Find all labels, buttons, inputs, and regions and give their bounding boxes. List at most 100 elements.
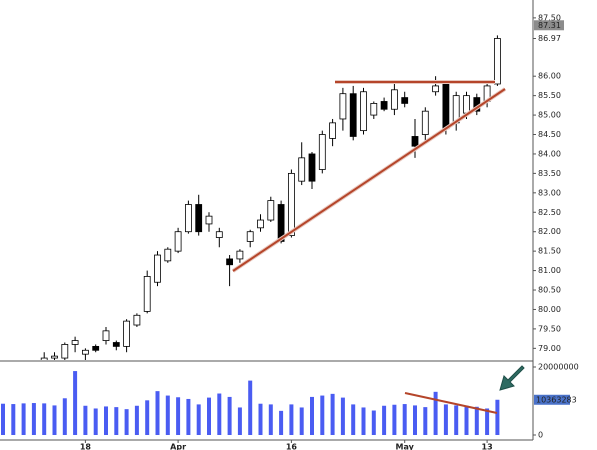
- candle-body: [380, 101, 388, 110]
- candle-body: [493, 38, 501, 85]
- x-tick-label: May: [396, 443, 415, 450]
- volume-bar: [1, 403, 5, 435]
- volume-marker-label: 10363283: [536, 395, 577, 404]
- volume-bar: [11, 404, 16, 435]
- candle-body: [10, 368, 16, 372]
- volume-bar: [52, 405, 57, 435]
- volume-bar: [134, 405, 139, 435]
- candle-body: [143, 276, 151, 312]
- candle-body: [112, 342, 120, 347]
- candle-body: [411, 136, 419, 147]
- y-tick-label: 0: [538, 431, 543, 440]
- candle-body: [226, 258, 234, 266]
- y-tick-label: 85.50: [538, 91, 561, 100]
- volume-bar: [42, 403, 47, 435]
- y-tick-label: 85.00: [538, 111, 561, 120]
- y-tick-label: 86.00: [538, 72, 561, 81]
- candle-body: [51, 355, 58, 359]
- volume-bar: [83, 405, 88, 435]
- price-panel: [0, 35, 501, 376]
- y-tick-label: 86.97: [538, 34, 561, 43]
- volume-bar: [124, 409, 129, 435]
- volume-bar: [423, 407, 428, 435]
- candle-body: [123, 320, 130, 347]
- candle-body: [61, 344, 69, 359]
- volume-bar: [217, 393, 222, 435]
- volume-bar: [433, 391, 438, 435]
- volume-bar: [104, 406, 108, 435]
- candle-body: [442, 83, 450, 130]
- volume-marker-box: [534, 394, 570, 405]
- candle-body: [421, 110, 429, 135]
- volume-panel: [1, 371, 500, 435]
- candle-body: [40, 357, 48, 360]
- candle-body: [267, 200, 275, 221]
- volume-bar: [279, 410, 284, 435]
- candle-body: [31, 364, 37, 372]
- volume-bar: [165, 395, 170, 435]
- candle-body: [370, 103, 378, 116]
- y-tick-label: 84.50: [538, 130, 561, 139]
- volume-bar: [485, 408, 490, 435]
- y-tick-label: 82.00: [538, 227, 561, 236]
- y-tick-label: 79.50: [538, 324, 561, 333]
- volume-bar: [268, 404, 273, 435]
- volume-bar: [474, 406, 479, 435]
- y-tick-label: 87.50: [538, 13, 561, 22]
- y-tick-label: 80.00: [538, 305, 561, 314]
- volume-bar: [330, 393, 335, 435]
- x-tick-label: Apr: [170, 443, 186, 450]
- volume-bar: [382, 405, 387, 435]
- volume-bar: [248, 380, 253, 435]
- candle-body: [257, 219, 264, 229]
- candle-body: [205, 215, 213, 225]
- candle-body: [287, 172, 295, 236]
- candle-body: [463, 95, 470, 114]
- candle-body: [164, 248, 172, 262]
- y-tick-label: 20000000: [538, 363, 579, 372]
- x-tick-label: 16: [286, 443, 298, 450]
- candle-body: [92, 345, 100, 351]
- y-tick-label: 83.00: [538, 188, 561, 197]
- volume-bar: [145, 400, 150, 435]
- volume-bar: [31, 403, 36, 435]
- volume-bar: [289, 404, 294, 435]
- candle-body: [236, 250, 244, 260]
- volume-bar: [207, 397, 211, 435]
- candle-body: [184, 204, 192, 233]
- candle-body: [102, 330, 110, 341]
- candle-body: [349, 93, 357, 137]
- price-marker-box: [534, 20, 564, 31]
- y-tick-label: 80.50: [538, 286, 561, 295]
- candle-body: [339, 93, 347, 120]
- candle-body: [318, 134, 326, 170]
- support-trendline: [232, 88, 506, 272]
- y-tick-label: 82.50: [538, 208, 561, 217]
- candle-body: [0, 372, 6, 376]
- candle-body: [308, 153, 316, 182]
- candle-body: [82, 349, 89, 355]
- candle-body: [390, 89, 398, 110]
- volume-bar: [196, 404, 201, 435]
- volume-bar: [402, 404, 407, 435]
- candle-body: [133, 314, 141, 326]
- volume-bar: [454, 405, 459, 435]
- y-tick-label: 79.00: [538, 344, 561, 353]
- candle-body: [21, 368, 27, 372]
- y-tick-label: 84.00: [538, 149, 561, 158]
- candle-body: [71, 340, 79, 345]
- x-tick-label: 18: [80, 443, 92, 450]
- candle-body: [246, 231, 254, 242]
- candle-body: [432, 85, 440, 93]
- candle-body: [154, 254, 161, 283]
- volume-bar: [93, 408, 98, 435]
- volume-bar: [464, 405, 469, 435]
- arrow: [499, 365, 525, 391]
- volume-bar: [176, 397, 181, 435]
- volume-bar: [351, 404, 356, 435]
- candle-body: [401, 97, 409, 104]
- volume-bar: [320, 395, 325, 435]
- candle-body: [215, 231, 223, 238]
- volume-bar: [186, 398, 191, 435]
- volume-bar: [299, 407, 304, 435]
